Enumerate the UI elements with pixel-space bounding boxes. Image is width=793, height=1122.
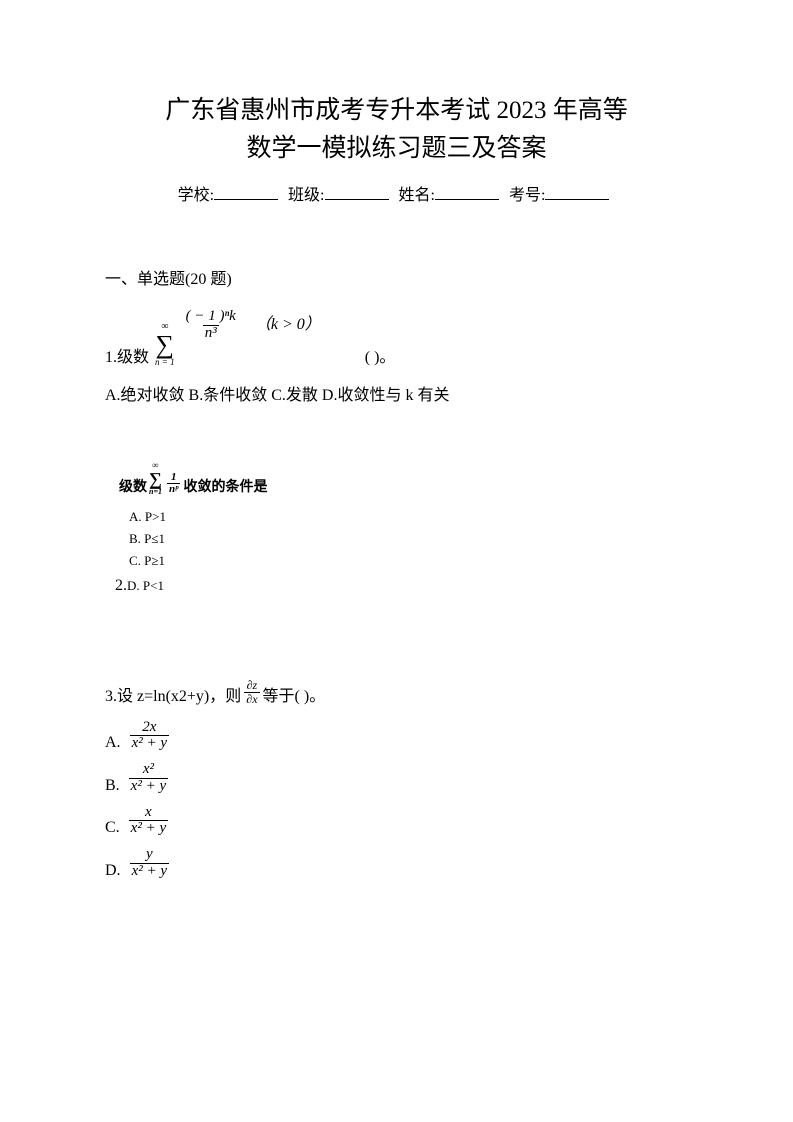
q2-opt-c: C. P≥1 [129,550,688,572]
opt-label-b: B. [105,777,120,795]
q2-head: 级数 ∞ ∑ n=1 1 nᵖ 收敛的条件是 [119,461,688,496]
q3-opt-c: C. x x² + y [105,805,688,838]
opt-label-c: C. [105,819,120,837]
title-line-1: 广东省惠州市成考专升本考试 2023 年高等 [165,97,628,124]
q3-frac-c: x x² + y [129,805,168,838]
label-class: 班级: [288,187,324,204]
q3-frac-a: 2x x² + y [130,720,169,753]
q1-options: A.绝对收敛 B.条件收敛 C.发散 D.收敛性与 k 有关 [105,381,688,405]
q2-frac-den: nᵖ [167,483,180,496]
q3-c-den: x² + y [129,820,168,837]
q2-opt-b: B. P≤1 [129,528,688,550]
q1-series: ∞ ∑ n = 1 ( − 1 )ⁿk n³ （k > 0） [153,309,321,367]
q3-frac-d: y x² + y [130,847,169,880]
title-line-2: 数学一模拟练习题三及答案 [246,135,546,162]
question-2: 级数 ∞ ∑ n=1 1 nᵖ 收敛的条件是 A. P>1 B. P≤1 C. … [119,461,688,599]
q1-paren: ( )。 [365,343,396,367]
q2-number: 2. [115,577,127,594]
q3-opt-b: B. x² x² + y [105,762,688,795]
q1-frac-den: n³ [203,325,219,342]
q3-pd-num: ∂z [245,679,260,692]
sigma-symbol: ∑ [149,470,162,488]
sigma-icon: ∞ ∑ n=1 [149,461,162,496]
q2-opt-d: D. P<1 [127,578,164,593]
blank-class [325,186,389,200]
blank-id [545,186,609,200]
q3-c-num: x [143,805,154,821]
info-line: 学校: 班级: 姓名: 考号: [105,181,688,205]
blank-name [435,186,499,200]
q3-after: 等于( )。 [263,682,326,706]
q2-pre: 级数 [119,476,147,496]
q3-d-den: x² + y [130,863,169,880]
page-title: 广东省惠州市成考专升本考试 2023 年高等 数学一模拟练习题三及答案 [105,92,688,167]
label-school: 学校: [178,187,214,204]
sigma-bot: n = 1 [155,358,175,367]
question-1: 1.级数 ∞ ∑ n = 1 ( − 1 )ⁿk n³ （k > 0） ( )。 [105,309,688,367]
q3-b-num: x² [141,762,156,778]
label-id: 考号: [509,187,545,204]
q3-d-num: y [144,847,155,863]
q3-a-num: 2x [140,720,158,736]
q1-condition: （k > 0） [255,316,321,333]
section-1-title: 一、单选题(20 题) [105,265,688,289]
q3-text: 3.设 z=ln(x2+y)，则 [105,682,241,706]
q3-pd-den: ∂x [244,692,259,706]
sigma-bot: n=1 [149,488,162,496]
q1-number: 1.级数 [105,343,149,367]
q3-frac-b: x² x² + y [129,762,168,795]
q2-frac-num: 1 [169,472,179,484]
q1-frac-num: ( − 1 )ⁿk [184,309,238,325]
question-3: 3.设 z=ln(x2+y)，则 ∂z ∂x 等于( )。 [105,679,688,705]
sigma-symbol: ∑ [156,332,175,358]
q2-fraction: 1 nᵖ [167,472,180,496]
opt-label-a: A. [105,734,121,752]
sigma-icon: ∞ ∑ n = 1 [155,322,175,367]
q3-a-den: x² + y [130,735,169,752]
q3-opt-d: D. y x² + y [105,847,688,880]
q3-b-den: x² + y [129,778,168,795]
q3-opt-a: A. 2x x² + y [105,720,688,753]
q2-post: 收敛的条件是 [183,476,267,496]
blank-school [214,186,278,200]
q2-options: A. P>1 B. P≤1 C. P≥1 2.D. P<1 [129,506,688,599]
q1-fraction: ( − 1 )ⁿk n³ [184,309,238,342]
label-name: 姓名: [399,187,435,204]
q3-partial: ∂z ∂x [244,679,259,705]
q2-opt-a: A. P>1 [129,506,688,528]
opt-label-d: D. [105,862,121,880]
